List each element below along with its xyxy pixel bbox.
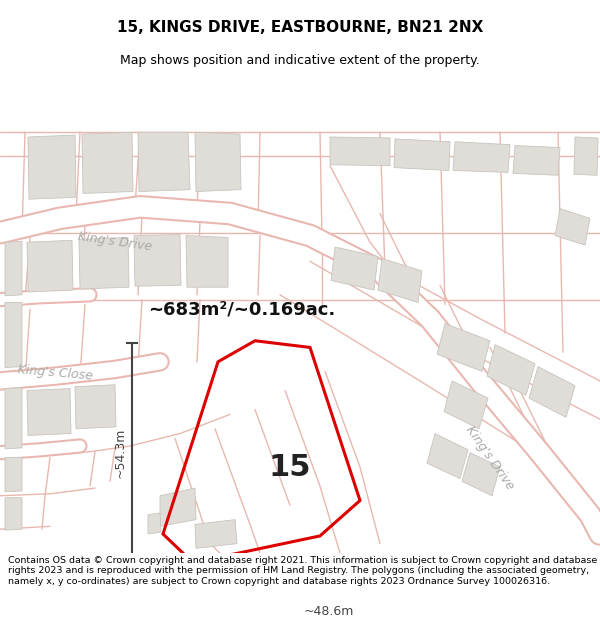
Polygon shape bbox=[75, 385, 116, 429]
Polygon shape bbox=[574, 137, 598, 175]
Text: ~54.3m: ~54.3m bbox=[113, 428, 127, 478]
Polygon shape bbox=[186, 236, 228, 287]
Polygon shape bbox=[195, 519, 237, 548]
Text: 15, KINGS DRIVE, EASTBOURNE, BN21 2NX: 15, KINGS DRIVE, EASTBOURNE, BN21 2NX bbox=[117, 19, 483, 34]
Polygon shape bbox=[28, 135, 76, 199]
Text: Map shows position and indicative extent of the property.: Map shows position and indicative extent… bbox=[120, 54, 480, 68]
Polygon shape bbox=[394, 139, 450, 171]
Polygon shape bbox=[195, 132, 241, 191]
Polygon shape bbox=[5, 302, 22, 368]
Polygon shape bbox=[148, 513, 161, 534]
Polygon shape bbox=[427, 434, 468, 479]
Polygon shape bbox=[5, 388, 22, 449]
Polygon shape bbox=[437, 324, 490, 371]
Polygon shape bbox=[138, 132, 190, 191]
Text: King's Drive: King's Drive bbox=[77, 231, 153, 254]
Polygon shape bbox=[160, 488, 196, 526]
Polygon shape bbox=[331, 247, 378, 290]
Polygon shape bbox=[5, 458, 22, 492]
Text: King's Drive: King's Drive bbox=[463, 423, 517, 492]
Polygon shape bbox=[453, 142, 510, 172]
Polygon shape bbox=[134, 234, 181, 286]
Text: Contains OS data © Crown copyright and database right 2021. This information is : Contains OS data © Crown copyright and d… bbox=[8, 556, 597, 586]
Polygon shape bbox=[79, 238, 129, 289]
Polygon shape bbox=[462, 452, 500, 496]
Polygon shape bbox=[5, 498, 22, 530]
Polygon shape bbox=[378, 259, 422, 302]
Text: King's Close: King's Close bbox=[17, 364, 93, 383]
Polygon shape bbox=[555, 209, 590, 245]
Polygon shape bbox=[330, 137, 390, 166]
Polygon shape bbox=[487, 344, 535, 395]
Polygon shape bbox=[5, 241, 22, 296]
Polygon shape bbox=[444, 381, 488, 429]
Text: 15: 15 bbox=[269, 452, 311, 481]
Polygon shape bbox=[27, 389, 71, 436]
Text: ~683m²/~0.169ac.: ~683m²/~0.169ac. bbox=[148, 300, 335, 318]
Text: ~48.6m: ~48.6m bbox=[304, 605, 354, 618]
Polygon shape bbox=[27, 240, 73, 292]
Polygon shape bbox=[513, 146, 560, 175]
Polygon shape bbox=[529, 367, 575, 418]
Polygon shape bbox=[82, 132, 133, 193]
